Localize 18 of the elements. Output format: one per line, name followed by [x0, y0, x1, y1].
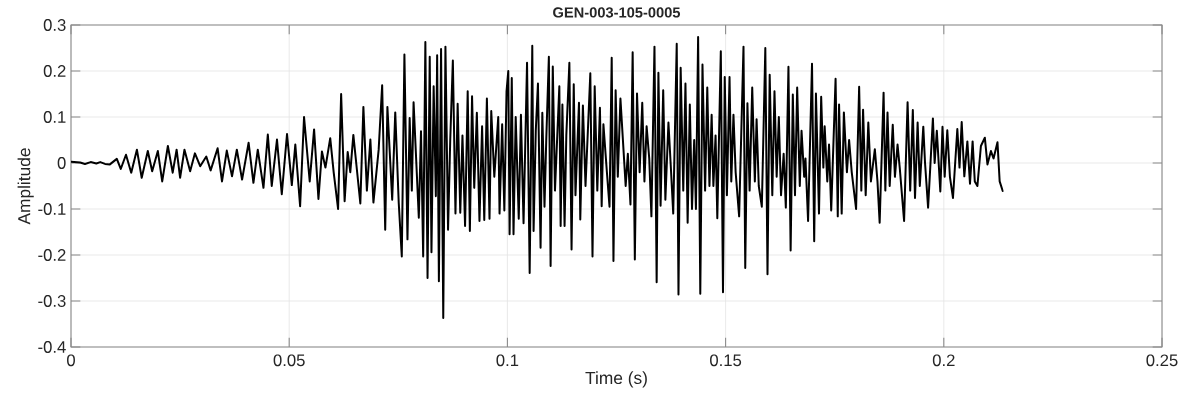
y-tick-label: -0.1 [38, 203, 66, 215]
y-tick-label: -0.3 [38, 295, 66, 307]
x-axis-title: Time (s) [585, 371, 647, 388]
x-tick-label: 0.05 [273, 354, 305, 367]
x-tick-label: 0.2 [932, 354, 955, 367]
x-tick-label: 0.25 [1146, 354, 1178, 367]
y-tick-label: -0.2 [38, 249, 66, 261]
y-tick-label: 0 [57, 157, 66, 169]
y-axis-title: Amplitude [17, 148, 34, 225]
y-tick-label: 0.3 [43, 19, 66, 31]
y-tick-label: 0.1 [43, 111, 66, 123]
chart-title: GEN-003-105-0005 [553, 7, 681, 18]
x-tick-label: 0.1 [496, 354, 519, 367]
x-tick-label: 0.15 [710, 354, 742, 367]
line-series [71, 35, 1004, 320]
x-tick-label: 0 [67, 354, 75, 367]
y-tick-label: -0.4 [38, 341, 66, 353]
y-tick-label: 0.2 [43, 65, 66, 77]
